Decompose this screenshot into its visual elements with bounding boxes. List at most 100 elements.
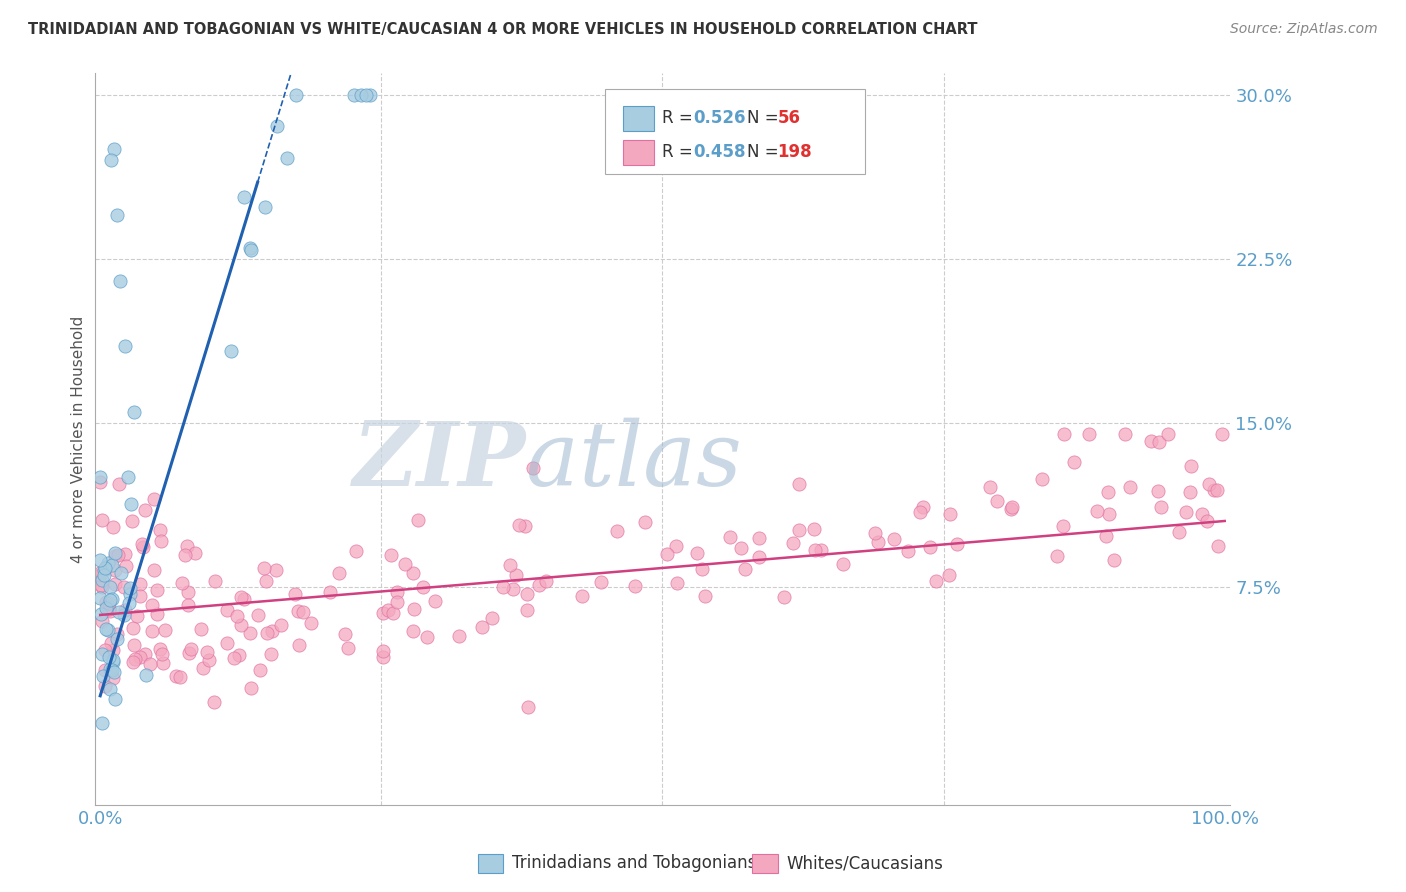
Point [492, 580, 515, 594]
Point [93, 567, 115, 582]
Point [1053, 426, 1076, 441]
Text: 198: 198 [778, 143, 813, 161]
Point [149, 523, 172, 537]
Point [104, 577, 127, 591]
Point [266, 120, 288, 134]
Point [423, 594, 446, 608]
Point [105, 627, 128, 641]
Point [169, 670, 191, 684]
Point [1098, 507, 1121, 521]
Point [270, 617, 292, 632]
Point [155, 623, 177, 637]
Point [292, 605, 315, 619]
Point [264, 563, 287, 577]
Point [1001, 500, 1024, 514]
Point [287, 604, 309, 618]
Point [96, 622, 118, 636]
Point [299, 615, 322, 630]
Point [253, 200, 276, 214]
Point [804, 542, 827, 557]
Point [105, 632, 128, 646]
Point [121, 514, 143, 528]
Point [94, 561, 117, 575]
Point [1104, 553, 1126, 567]
Point [122, 638, 145, 652]
Point [624, 579, 647, 593]
Point [748, 550, 770, 565]
Point [508, 518, 530, 533]
Point [131, 536, 153, 550]
Point [101, 671, 124, 685]
Point [634, 515, 657, 529]
Point [232, 591, 254, 606]
Point [219, 343, 242, 358]
Point [97, 623, 120, 637]
Point [810, 543, 832, 558]
Point [498, 558, 520, 572]
Point [863, 526, 886, 541]
Point [143, 492, 166, 507]
Point [471, 620, 494, 634]
Point [91, 574, 114, 588]
Point [260, 624, 283, 639]
Point [536, 574, 558, 588]
Point [191, 661, 214, 675]
Point [184, 546, 207, 560]
Point [868, 535, 890, 549]
Point [939, 507, 962, 521]
Point [938, 567, 960, 582]
Point [100, 636, 122, 650]
Point [146, 582, 169, 597]
Point [239, 243, 262, 257]
Point [239, 241, 262, 255]
Point [94, 601, 117, 615]
Point [1198, 476, 1220, 491]
Point [1191, 507, 1213, 521]
Point [782, 536, 804, 550]
Point [222, 650, 245, 665]
Point [114, 339, 136, 353]
Point [98, 649, 121, 664]
Point [197, 653, 219, 667]
Point [204, 574, 226, 588]
Point [693, 589, 716, 603]
Y-axis label: 4 or more Vehicles in Household: 4 or more Vehicles in Household [72, 316, 86, 563]
Point [718, 530, 741, 544]
Point [105, 208, 128, 222]
Point [380, 548, 402, 562]
Point [730, 541, 752, 555]
Point [98, 593, 121, 607]
Point [253, 561, 276, 575]
Point [143, 562, 166, 576]
Point [93, 669, 115, 683]
Point [1150, 500, 1173, 515]
Point [122, 621, 145, 635]
Point [787, 477, 810, 491]
Point [284, 587, 307, 601]
Point [803, 522, 825, 536]
Point [404, 602, 426, 616]
Point [1206, 483, 1229, 497]
Point [920, 541, 942, 555]
Point [657, 547, 679, 561]
Point [117, 470, 139, 484]
Point [516, 603, 538, 617]
Point [104, 546, 127, 560]
Point [112, 580, 135, 594]
Point [177, 647, 200, 661]
Point [120, 587, 142, 601]
Point [382, 606, 405, 620]
Point [94, 559, 117, 574]
Point [1077, 426, 1099, 441]
Point [256, 626, 278, 640]
Point [925, 574, 948, 588]
Point [98, 602, 121, 616]
Point [98, 682, 121, 697]
Point [107, 548, 129, 562]
Point [685, 546, 707, 560]
Point [1174, 505, 1197, 519]
Point [664, 539, 686, 553]
Point [1052, 519, 1074, 533]
Point [1157, 426, 1180, 441]
Point [97, 596, 120, 610]
